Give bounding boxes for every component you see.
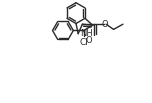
Text: NH: NH (80, 29, 93, 38)
Text: O: O (86, 36, 92, 45)
Text: Cl: Cl (79, 38, 88, 47)
Text: O: O (101, 20, 108, 29)
